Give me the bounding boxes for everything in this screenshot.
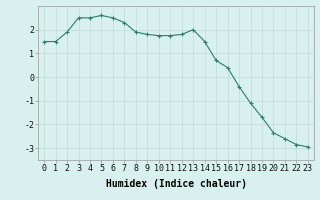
X-axis label: Humidex (Indice chaleur): Humidex (Indice chaleur) — [106, 179, 246, 189]
